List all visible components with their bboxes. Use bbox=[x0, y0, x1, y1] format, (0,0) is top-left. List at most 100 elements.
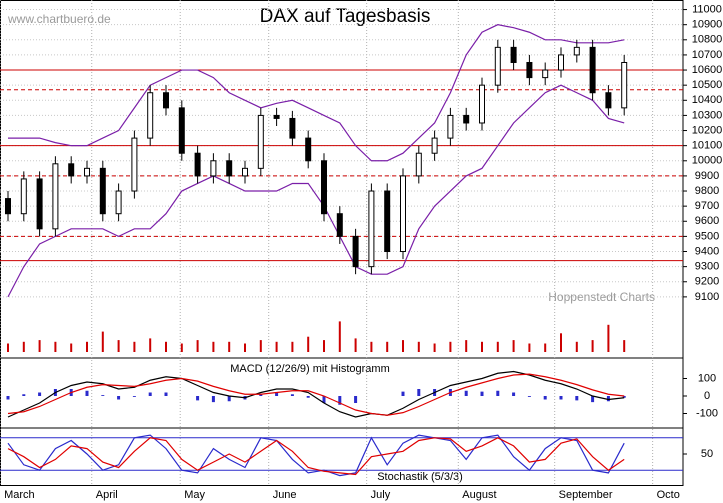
candle-body bbox=[131, 137, 138, 192]
histogram-bar bbox=[22, 394, 26, 396]
histogram-bar bbox=[559, 396, 563, 400]
candle-body bbox=[68, 163, 75, 177]
histogram-bar bbox=[148, 392, 152, 396]
y-tick-label: 9700 bbox=[695, 200, 719, 212]
y-tick-label: 10400 bbox=[692, 94, 723, 106]
y-tick-label: 10700 bbox=[692, 49, 723, 61]
candle-body bbox=[336, 213, 343, 237]
volume-bar bbox=[417, 341, 420, 352]
volume-bar bbox=[275, 341, 278, 352]
bollinger-band bbox=[7, 84, 625, 298]
histogram-bar bbox=[622, 396, 626, 398]
candle-body bbox=[558, 54, 564, 71]
volume-bar bbox=[291, 341, 294, 352]
volume-bar bbox=[386, 341, 389, 352]
volume-bar bbox=[101, 331, 104, 352]
candle-body bbox=[115, 190, 122, 215]
histogram-bar bbox=[38, 392, 42, 396]
volume-bar bbox=[544, 343, 547, 352]
histogram-bar bbox=[117, 396, 121, 400]
histogram-bar bbox=[512, 392, 516, 396]
y-tick-label: 10200 bbox=[692, 124, 723, 136]
histogram-bar bbox=[227, 396, 231, 402]
candle-body bbox=[242, 167, 248, 177]
volume-bar bbox=[338, 321, 341, 352]
y-tick-label: 10000 bbox=[692, 155, 723, 167]
x-tick-label: August bbox=[462, 489, 496, 501]
candle-body bbox=[178, 107, 185, 154]
volume-bar bbox=[591, 340, 594, 352]
indicator-line bbox=[7, 434, 625, 477]
histogram-bar bbox=[85, 390, 89, 396]
volume-bar bbox=[228, 341, 231, 352]
x-tick-label: September bbox=[559, 489, 613, 501]
y-tick-label: -100 bbox=[696, 407, 718, 419]
volume-bar bbox=[22, 341, 25, 352]
y-tick-label: 10300 bbox=[692, 109, 723, 121]
candle-body bbox=[226, 160, 233, 177]
histogram-bar bbox=[164, 392, 168, 396]
volume-bar bbox=[149, 338, 152, 352]
histogram-bar bbox=[417, 389, 421, 396]
panel-title: Stochastik (5/3/3) bbox=[377, 471, 463, 483]
y-tick-label: 9600 bbox=[695, 215, 719, 227]
candle-body bbox=[273, 114, 280, 119]
histogram-bar bbox=[132, 396, 136, 397]
candle-body bbox=[494, 46, 501, 86]
candle-body bbox=[479, 84, 485, 124]
candle-body bbox=[621, 61, 628, 109]
candle-body bbox=[257, 114, 264, 169]
histogram-bar bbox=[101, 395, 105, 396]
candle-body bbox=[368, 190, 375, 268]
candle-body bbox=[305, 137, 312, 162]
histogram-bar bbox=[322, 396, 326, 403]
volume-bar bbox=[481, 341, 483, 352]
y-tick-label: 9300 bbox=[695, 261, 719, 273]
candle-body bbox=[52, 163, 59, 230]
y-tick-label: 10900 bbox=[692, 19, 723, 31]
candle-body bbox=[84, 167, 90, 177]
volume-bar bbox=[38, 340, 41, 352]
volume-bar bbox=[449, 341, 452, 352]
histogram-bar bbox=[354, 396, 358, 403]
candle-body bbox=[463, 114, 470, 124]
candle-body bbox=[415, 152, 422, 177]
volume-bar bbox=[117, 340, 120, 352]
indicator-line bbox=[7, 373, 625, 416]
candle-body bbox=[384, 190, 391, 253]
volume-bar bbox=[370, 341, 373, 352]
candle-body bbox=[526, 61, 533, 79]
y-tick-label: 50 bbox=[701, 448, 713, 460]
candle-body bbox=[447, 114, 454, 139]
volume-bar bbox=[54, 341, 57, 352]
histogram-bar bbox=[464, 390, 468, 396]
chart-title: DAX auf Tagesbasis bbox=[260, 6, 431, 27]
candle-body bbox=[352, 235, 359, 268]
x-tick-label: April bbox=[96, 489, 118, 501]
volume-bar bbox=[307, 336, 310, 352]
candle-body bbox=[510, 46, 517, 63]
volume-bar bbox=[575, 341, 578, 352]
volume-bar bbox=[259, 340, 262, 352]
y-tick-label: 9500 bbox=[695, 230, 719, 242]
histogram-bar bbox=[338, 396, 342, 405]
histogram-bar bbox=[6, 396, 10, 400]
histogram-bar bbox=[196, 396, 200, 401]
histogram-bar bbox=[591, 396, 595, 403]
y-tick-label: 100 bbox=[698, 372, 716, 384]
candle-body bbox=[5, 198, 11, 215]
candle-body bbox=[400, 175, 406, 253]
volume-bar bbox=[180, 343, 183, 352]
source-note: Hoppenstedt Charts bbox=[548, 290, 655, 304]
volume-bar bbox=[165, 341, 167, 352]
histogram-bar bbox=[259, 394, 263, 396]
y-tick-label: 10100 bbox=[692, 140, 723, 152]
volume-bar bbox=[607, 324, 610, 352]
candle-body bbox=[99, 167, 106, 215]
volume-bar bbox=[623, 340, 626, 352]
volume-bar bbox=[465, 340, 468, 352]
indicator-line bbox=[7, 370, 625, 418]
histogram-bar bbox=[527, 396, 531, 397]
histogram-bar bbox=[480, 391, 484, 396]
volume-bar bbox=[212, 341, 215, 352]
